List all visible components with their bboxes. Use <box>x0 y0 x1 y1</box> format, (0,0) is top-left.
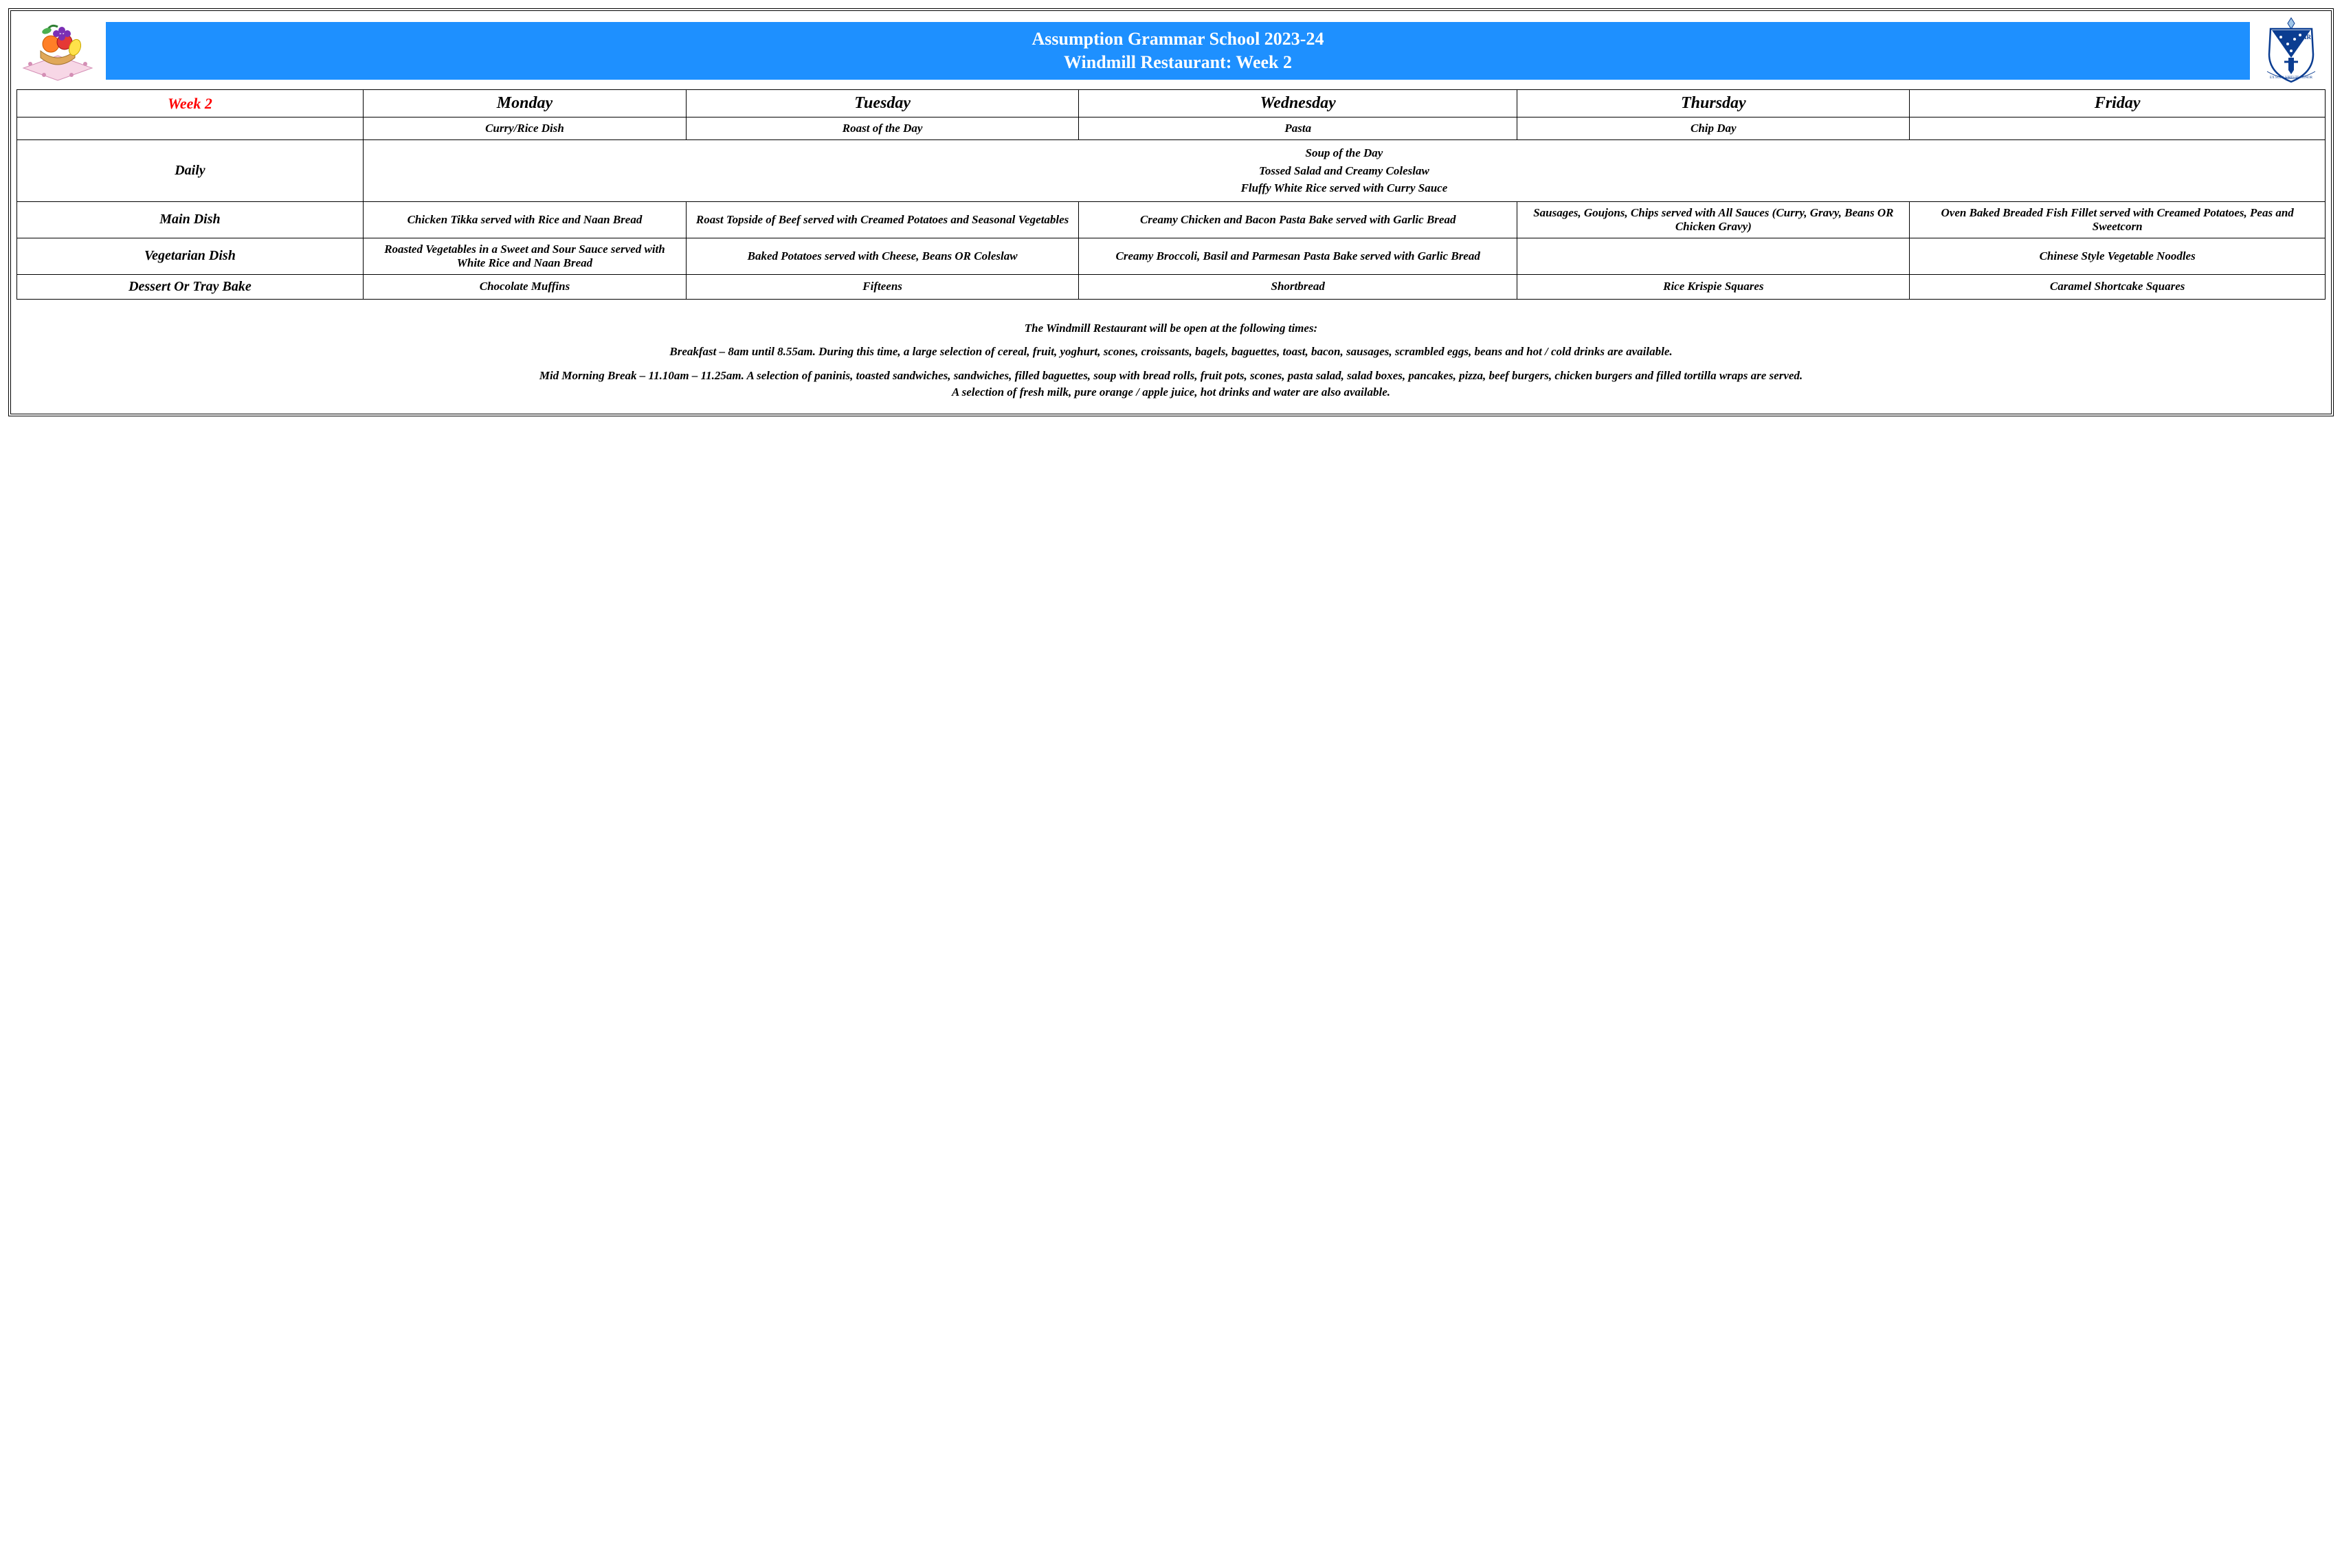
main-wed: Creamy Chicken and Bacon Pasta Bake serv… <box>1079 201 1517 238</box>
daily-line-2: Tossed Salad and Creamy Coleslaw <box>369 162 2319 180</box>
dessert-tue: Fifteens <box>687 274 1079 299</box>
theme-tue: Roast of the Day <box>687 117 1079 140</box>
footer-midmorning: Mid Morning Break – 11.10am – 11.25am. A… <box>16 368 2326 401</box>
dessert-fri: Caramel Shortcake Squares <box>1910 274 2326 299</box>
veg-dish-label: Vegetarian Dish <box>17 238 364 274</box>
theme-row-label <box>17 117 364 140</box>
main-tue: Roast Topside of Beef served with Creame… <box>687 201 1079 238</box>
veg-wed: Creamy Broccoli, Basil and Parmesan Past… <box>1079 238 1517 274</box>
day-monday: Monday <box>363 90 686 117</box>
day-thursday: Thursday <box>1517 90 1910 117</box>
veg-dish-row: Vegetarian Dish Roasted Vegetables in a … <box>17 238 2326 274</box>
dessert-thu: Rice Krispie Squares <box>1517 274 1910 299</box>
dessert-wed: Shortbread <box>1079 274 1517 299</box>
theme-thu: Chip Day <box>1517 117 1910 140</box>
menu-table: Week 2 Monday Tuesday Wednesday Thursday… <box>16 89 2326 300</box>
fruit-basket-icon <box>16 20 99 82</box>
svg-text:AR: AR <box>2302 34 2311 41</box>
day-tuesday: Tuesday <box>687 90 1079 117</box>
main-mon: Chicken Tikka served with Rice and Naan … <box>363 201 686 238</box>
header-row: Assumption Grammar School 2023-24 Windmi… <box>16 16 2326 85</box>
daily-label: Daily <box>17 140 364 202</box>
header-row-days: Week 2 Monday Tuesday Wednesday Thursday… <box>17 90 2326 117</box>
main-fri: Oven Baked Breaded Fish Fillet served wi… <box>1910 201 2326 238</box>
theme-wed: Pasta <box>1079 117 1517 140</box>
dessert-label: Dessert Or Tray Bake <box>17 274 364 299</box>
theme-fri <box>1910 117 2326 140</box>
footer-drinks: A selection of fresh milk, pure orange /… <box>952 385 1390 399</box>
title-banner: Assumption Grammar School 2023-24 Windmi… <box>106 22 2250 80</box>
dessert-mon: Chocolate Muffins <box>363 274 686 299</box>
theme-mon: Curry/Rice Dish <box>363 117 686 140</box>
footer-intro: The Windmill Restaurant will be open at … <box>16 320 2326 337</box>
dessert-row: Dessert Or Tray Bake Chocolate Muffins F… <box>17 274 2326 299</box>
document-frame: Assumption Grammar School 2023-24 Windmi… <box>8 8 2334 416</box>
daily-row: Daily Soup of the Day Tossed Salad and C… <box>17 140 2326 202</box>
main-dish-label: Main Dish <box>17 201 364 238</box>
footer-midmorning-text: Mid Morning Break – 11.10am – 11.25am. A… <box>539 369 1803 382</box>
title-line1: Assumption Grammar School 2023-24 <box>111 29 2244 49</box>
daily-line-3: Fluffy White Rice served with Curry Sauc… <box>369 179 2319 197</box>
main-thu: Sausages, Goujons, Chips served with All… <box>1517 201 1910 238</box>
footer-notes: The Windmill Restaurant will be open at … <box>16 320 2326 402</box>
footer-breakfast: Breakfast – 8am until 8.55am. During thi… <box>16 344 2326 361</box>
day-wednesday: Wednesday <box>1079 90 1517 117</box>
title-line2: Windmill Restaurant: Week 2 <box>111 52 2244 73</box>
daily-content: Soup of the Day Tossed Salad and Creamy … <box>363 140 2325 202</box>
svg-text:EX SOLA VIRTUTE HONOR: EX SOLA VIRTUTE HONOR <box>2270 76 2313 80</box>
school-crest-icon: EX SOLA VIRTUTE HONOR AR <box>2257 16 2326 85</box>
day-friday: Friday <box>1910 90 2326 117</box>
veg-mon: Roasted Vegetables in a Sweet and Sour S… <box>363 238 686 274</box>
veg-fri: Chinese Style Vegetable Noodles <box>1910 238 2326 274</box>
veg-tue: Baked Potatoes served with Cheese, Beans… <box>687 238 1079 274</box>
daily-line-1: Soup of the Day <box>369 144 2319 162</box>
main-dish-row: Main Dish Chicken Tikka served with Rice… <box>17 201 2326 238</box>
veg-thu <box>1517 238 1910 274</box>
theme-row: Curry/Rice Dish Roast of the Day Pasta C… <box>17 117 2326 140</box>
week-label: Week 2 <box>17 90 364 117</box>
